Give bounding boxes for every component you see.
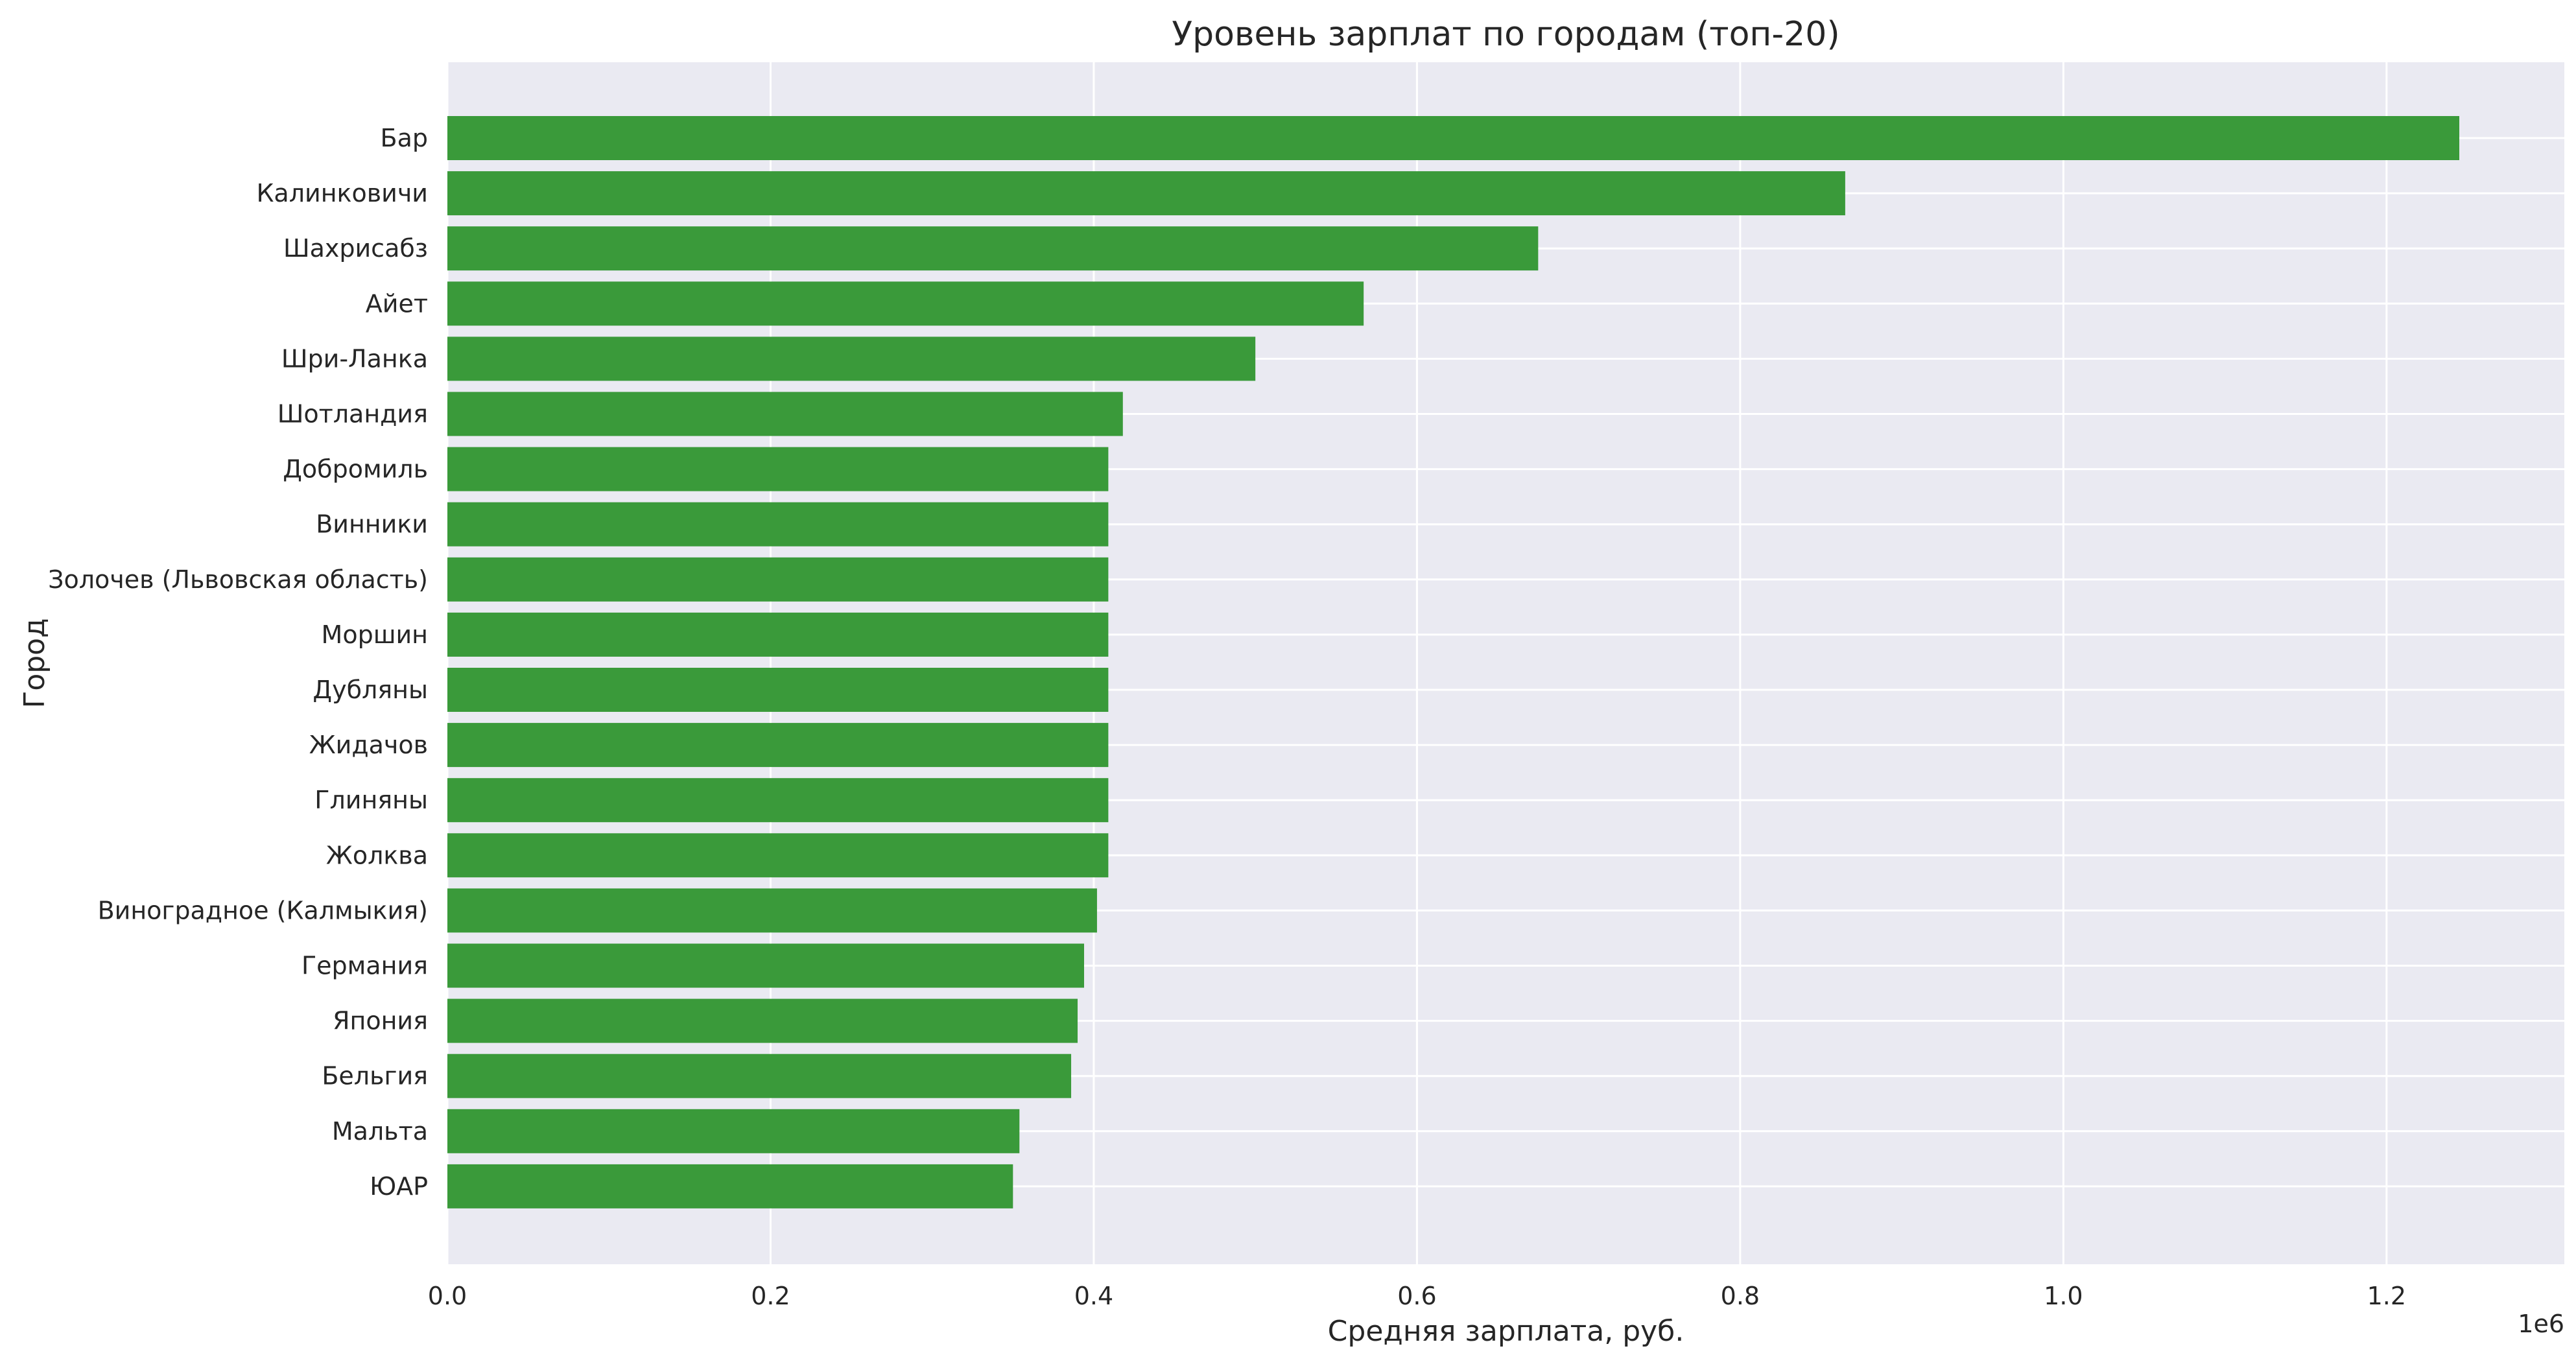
y-tick-label: Бельгия bbox=[322, 1062, 428, 1090]
bar bbox=[447, 392, 1123, 436]
x-tick-label: 1.2 bbox=[2367, 1282, 2406, 1310]
bar bbox=[447, 612, 1109, 657]
bar bbox=[447, 778, 1109, 823]
bar bbox=[447, 1164, 1013, 1208]
bar bbox=[447, 888, 1097, 933]
bar bbox=[447, 281, 1364, 326]
bars bbox=[447, 116, 2459, 1208]
bar bbox=[447, 226, 1539, 271]
y-tick-label: Мальта bbox=[332, 1117, 428, 1146]
bar bbox=[447, 723, 1109, 768]
x-tick-label: 0.0 bbox=[428, 1282, 467, 1310]
bar bbox=[447, 171, 1845, 216]
y-tick-label: Глиняны bbox=[314, 786, 428, 814]
y-axis-label: Город bbox=[18, 618, 51, 708]
bar bbox=[447, 998, 1078, 1043]
bar bbox=[447, 668, 1109, 712]
bar bbox=[447, 336, 1256, 381]
y-tick-label: Калинковичи bbox=[256, 179, 428, 207]
y-tick-label: Виноградное (Калмыкия) bbox=[98, 896, 428, 924]
y-tick-label: Жолква bbox=[326, 841, 428, 869]
y-tick-label: Золочев (Львовская область) bbox=[48, 565, 428, 594]
y-tick-label: Шри-Ланка bbox=[281, 344, 428, 373]
y-tick-labels: Бар Калинковичи Шахрисабз Айет Шри-Ланка Шотл… bbox=[48, 124, 428, 1201]
bar bbox=[447, 116, 2459, 160]
x-offset-label: 1e6 bbox=[2518, 1310, 2564, 1338]
y-tick-label: Моршин bbox=[322, 620, 428, 649]
y-tick-label: Шотландия bbox=[278, 400, 428, 429]
y-tick-label: Япония bbox=[333, 1007, 428, 1035]
bar bbox=[447, 833, 1109, 878]
y-tick-label: Добромиль bbox=[283, 455, 428, 484]
x-tick-label: 0.2 bbox=[751, 1282, 790, 1310]
bar bbox=[447, 502, 1109, 547]
bar bbox=[447, 1109, 1020, 1153]
x-tick-label: 0.6 bbox=[1397, 1282, 1436, 1310]
bar bbox=[447, 447, 1109, 491]
y-tick-label: Винники bbox=[316, 510, 428, 539]
y-tick-label: Дубляны bbox=[313, 676, 428, 704]
y-tick-label: Шахрисабз bbox=[283, 234, 428, 263]
x-tick-label: 1.0 bbox=[2044, 1282, 2083, 1310]
bar bbox=[447, 943, 1084, 988]
x-tick-labels: 0.0 0.2 0.4 0.6 0.8 1.0 1.2 bbox=[428, 1282, 2406, 1310]
y-tick-label: Айет bbox=[366, 289, 428, 318]
y-tick-label: ЮАР bbox=[370, 1172, 428, 1201]
x-tick-label: 0.8 bbox=[1721, 1282, 1760, 1310]
chart-title: Уровень зарплат по городам (топ-20) bbox=[1172, 15, 1839, 54]
bar bbox=[447, 557, 1109, 602]
y-tick-label: Бар bbox=[381, 124, 428, 152]
x-axis-label: Средняя зарплата, руб. bbox=[1328, 1315, 1684, 1348]
y-tick-label: Жидачов bbox=[309, 731, 428, 759]
x-tick-label: 0.4 bbox=[1074, 1282, 1113, 1310]
y-tick-label: Германия bbox=[301, 952, 428, 980]
bar bbox=[447, 1054, 1072, 1098]
